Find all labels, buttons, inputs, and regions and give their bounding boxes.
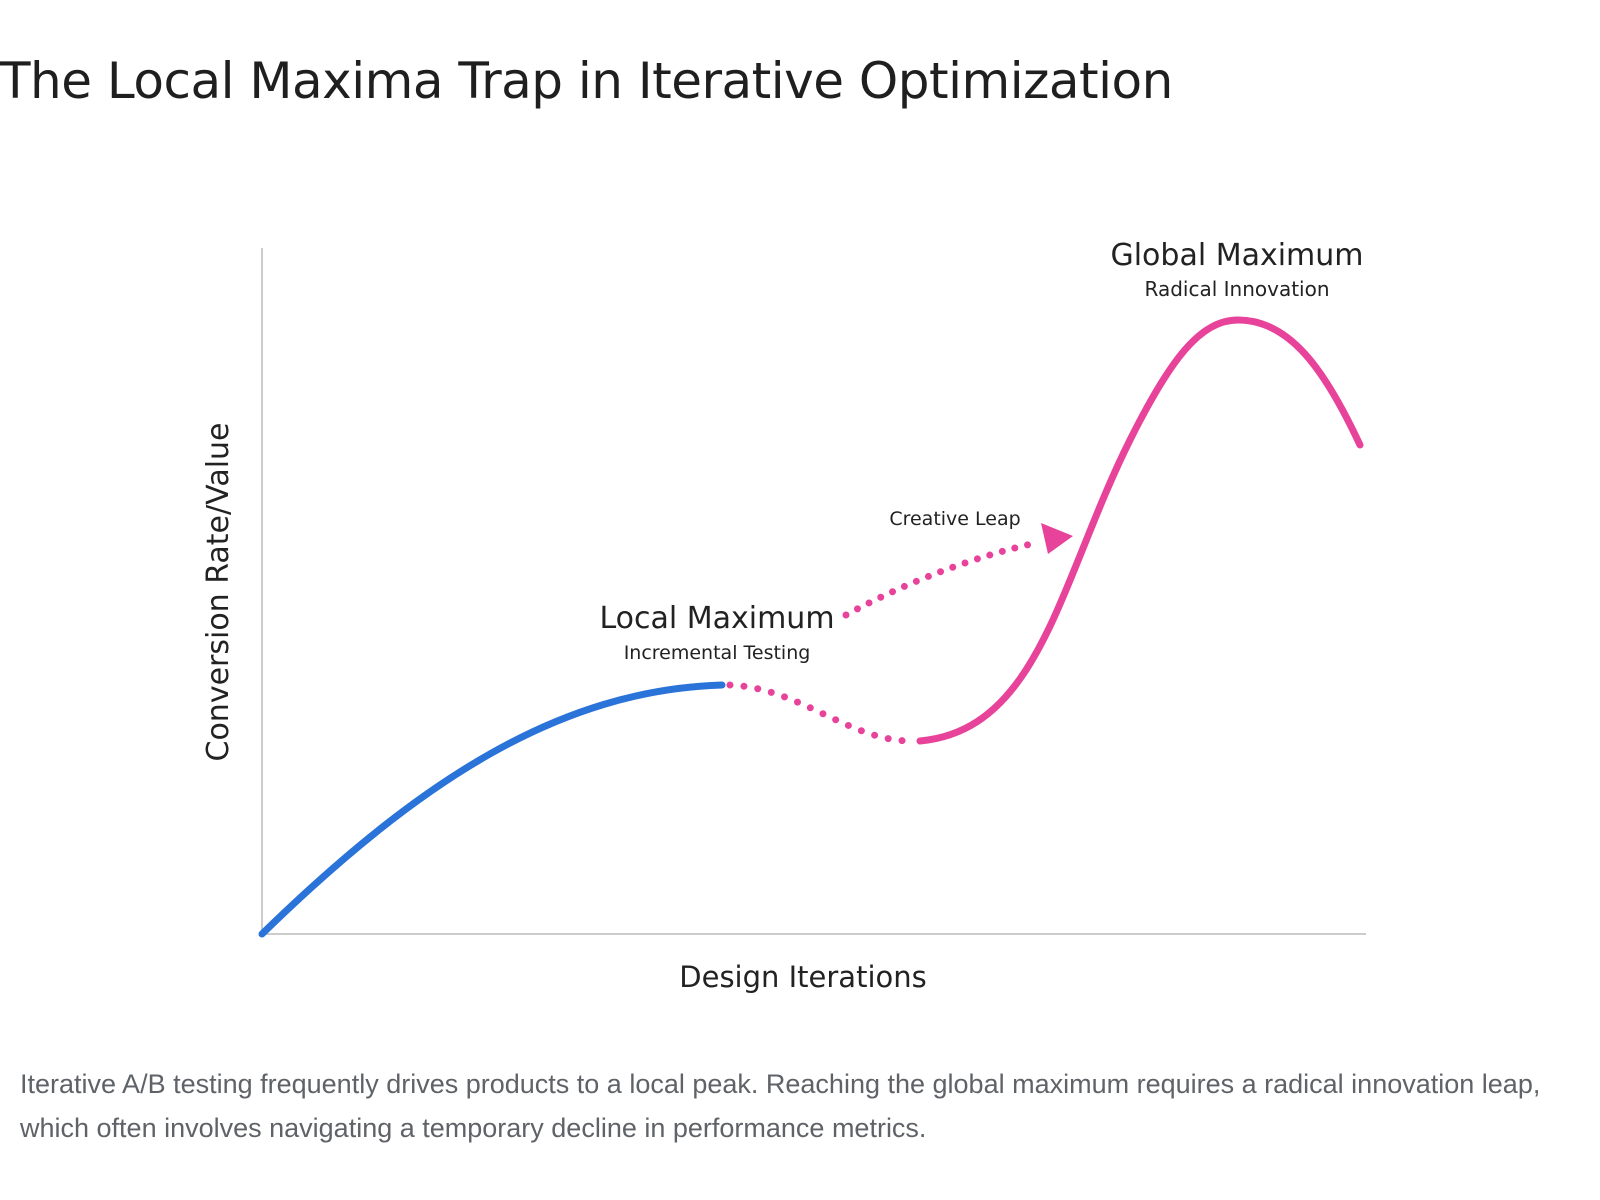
creative-leap-label: Creative Leap — [889, 508, 1020, 530]
global-max-subtitle: Radical Innovation — [1144, 277, 1329, 301]
creative-leap-arrowhead-icon — [1041, 523, 1073, 554]
page-title: The Local Maxima Trap in Iterative Optim… — [0, 52, 1173, 110]
radical-innovation-curve — [916, 316, 1364, 745]
creative-leap-arrow-path — [842, 538, 1044, 619]
figure-caption: Iterative A/B testing frequently drives … — [20, 1069, 1541, 1143]
y-axis-label: Conversion Rate/Value — [201, 422, 236, 761]
local-max-title: Local Maximum — [599, 601, 834, 636]
local-max-subtitle: Incremental Testing — [624, 642, 811, 664]
x-axis-label: Design Iterations — [679, 960, 926, 994]
global-max-title: Global Maximum — [1110, 238, 1363, 273]
decline-dotted-path — [726, 681, 914, 745]
incremental-testing-curve — [258, 681, 726, 938]
